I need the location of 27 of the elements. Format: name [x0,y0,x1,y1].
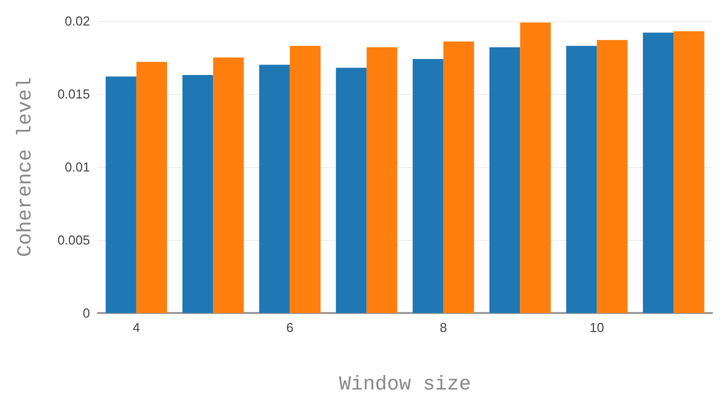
bar [596,40,628,313]
bar [642,32,674,313]
x-tick-label: 6 [286,320,294,335]
bar [106,76,136,313]
bar [674,31,704,313]
y-tick-label: 0.02 [64,14,90,28]
bar [566,46,597,313]
x-tick-label: 4 [132,320,140,335]
y-tick-label: 0.015 [57,86,90,102]
y-tick-label: 0.005 [57,232,90,248]
bar [290,46,321,313]
bar [443,41,474,313]
bar [412,58,444,313]
x-axis-title: Window size [338,374,472,396]
x-tick-label: 10 [590,320,604,335]
bar [520,22,551,313]
y-tick-label: 0.01 [64,160,90,174]
bar [489,47,520,313]
bar [136,62,168,313]
bar [259,64,290,313]
y-axis-title: Coherence level [14,76,38,258]
bar [213,58,244,313]
x-tick-label: 8 [440,320,447,335]
bar [336,68,367,313]
y-tick-label: 0 [82,306,90,320]
bar [366,47,398,313]
bar [182,75,214,313]
